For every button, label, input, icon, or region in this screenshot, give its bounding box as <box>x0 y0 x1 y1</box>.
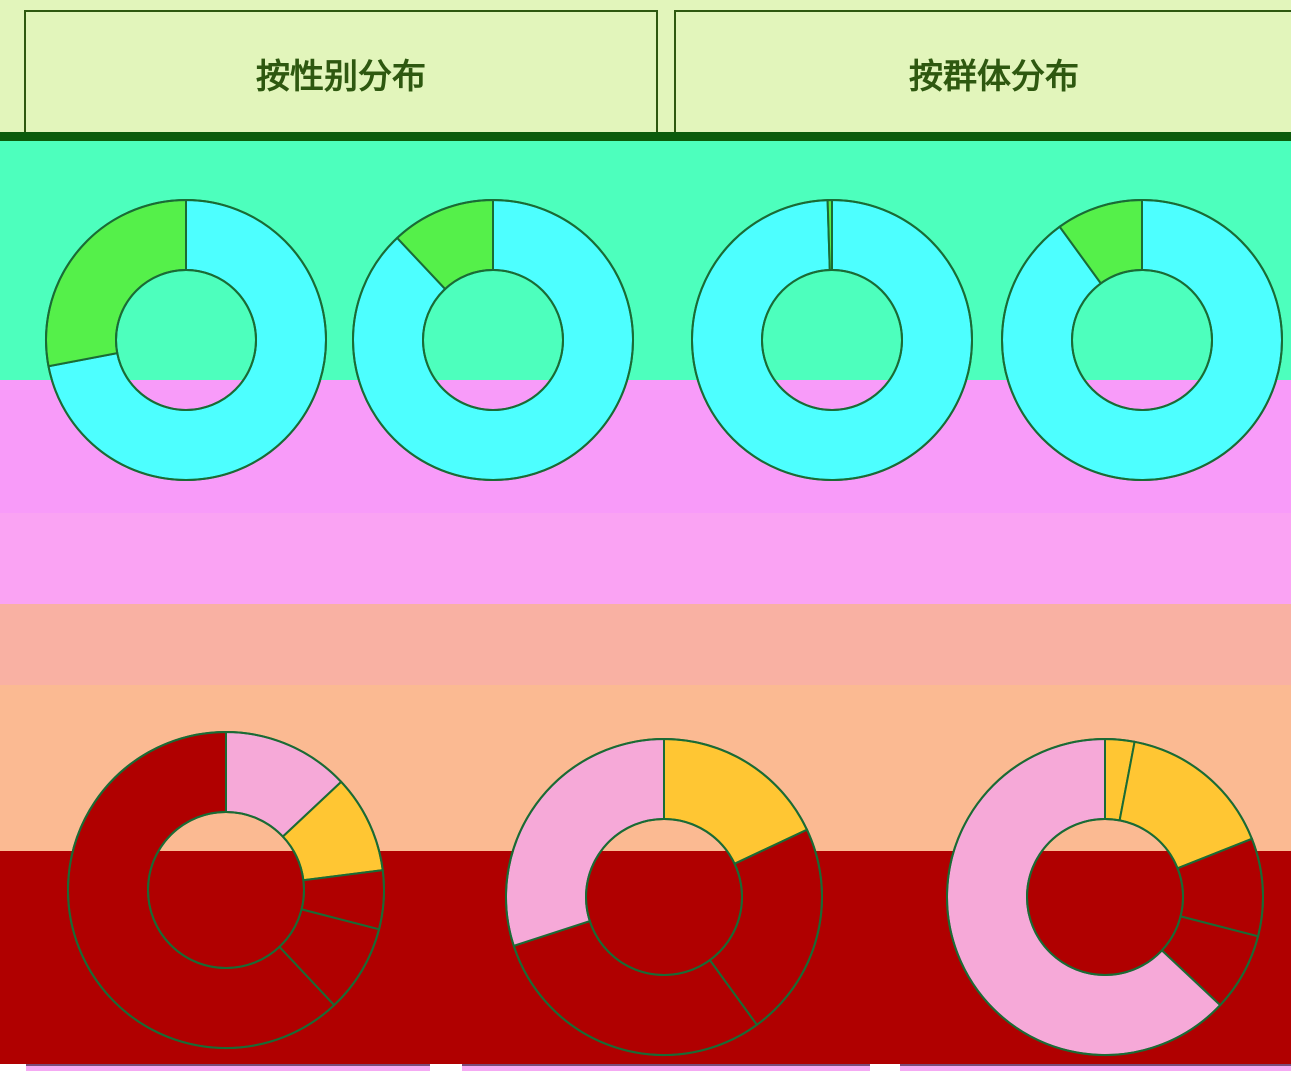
donut-2-inner-ring <box>422 269 564 411</box>
band-pink-light <box>0 513 1291 604</box>
donut-chart-3 <box>690 198 973 481</box>
donut-6-slice-3 <box>512 919 759 1056</box>
donut-4-inner-ring <box>1071 269 1213 411</box>
section-title-gender: 按性别分布 <box>24 10 658 134</box>
donut-6-slice-4 <box>505 737 665 948</box>
donut-3-inner-ring <box>761 269 903 411</box>
donut-chart-1 <box>45 198 327 481</box>
donut-5-inner-ring <box>147 811 305 969</box>
donut-chart-5 <box>67 730 385 1049</box>
donut-7-outer-ring <box>946 738 1264 1056</box>
donut-5-outer-ring <box>67 731 385 1049</box>
donut-chart-7 <box>946 737 1265 1056</box>
donut-3-outer-ring <box>691 199 973 481</box>
donut-2-outer-ring <box>352 199 634 481</box>
donut-6-inner-ring <box>585 818 743 976</box>
donut-1-outer-ring <box>45 199 327 481</box>
bottom-strip-2 <box>462 1064 870 1071</box>
donut-chart-4 <box>1001 198 1283 481</box>
section-title-group: 按群体分布 <box>674 10 1291 134</box>
header: 按性别分布 按群体分布 <box>0 0 1291 136</box>
gender-title-text: 按性别分布 <box>256 56 426 97</box>
donut-chart-2 <box>352 198 634 481</box>
donut-7-inner-ring <box>1026 818 1184 976</box>
donut-chart-6 <box>505 737 823 1056</box>
donut-4-outer-ring <box>1001 199 1283 481</box>
header-divider <box>0 132 1291 141</box>
group-title-text: 按群体分布 <box>909 56 1079 97</box>
donut-6-outer-ring <box>505 738 823 1056</box>
donut-1-inner-ring <box>115 269 257 411</box>
bottom-strip-1 <box>26 1064 430 1071</box>
band-salmon <box>0 604 1291 685</box>
bottom-strip-3 <box>900 1064 1291 1071</box>
